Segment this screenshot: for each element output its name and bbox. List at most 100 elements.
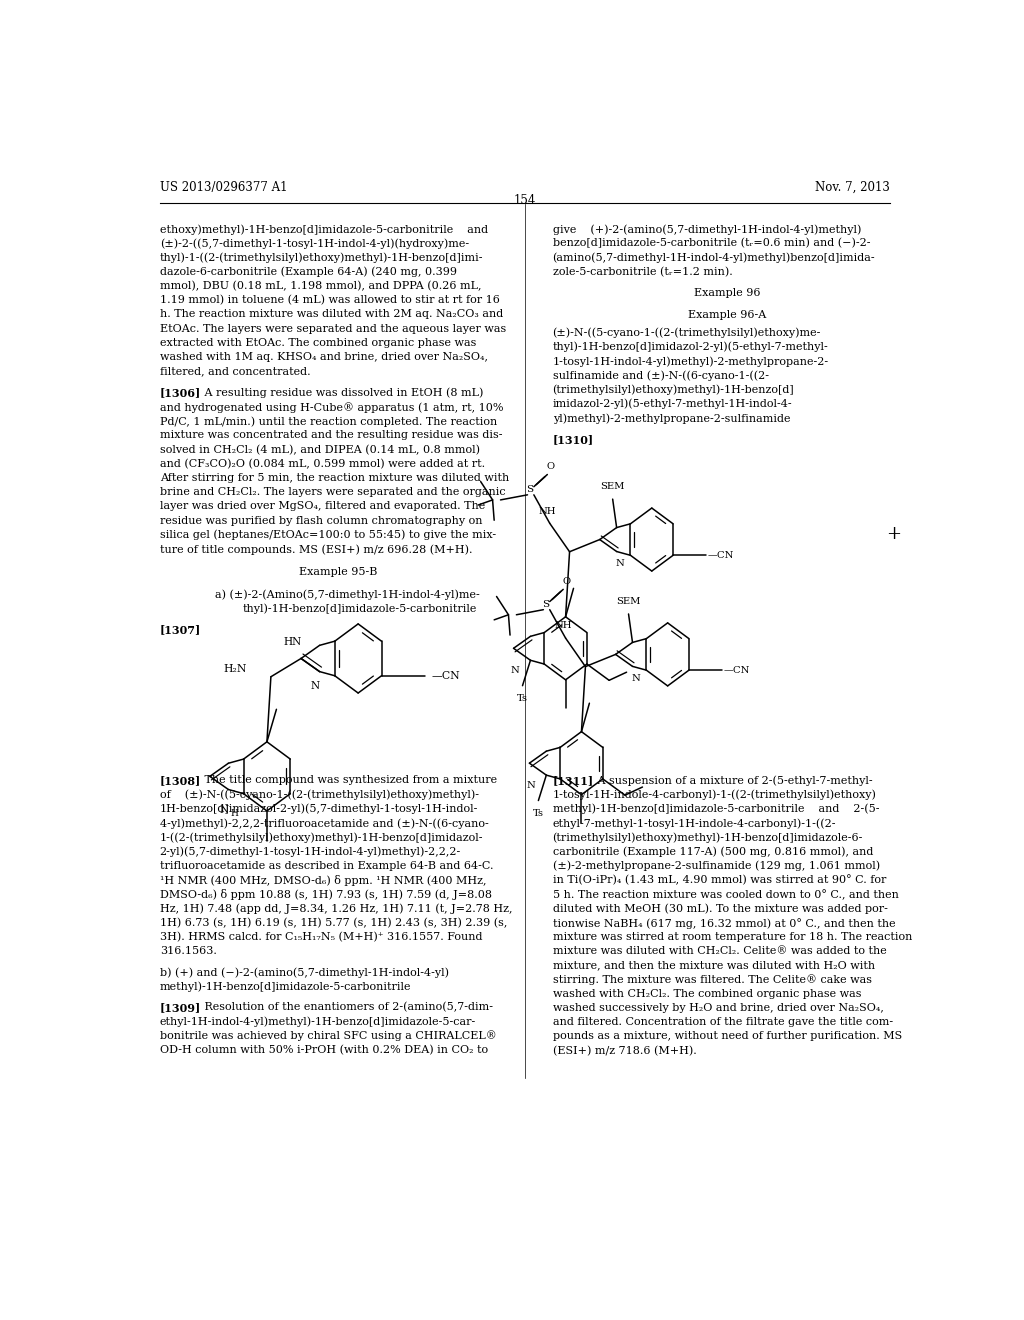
Text: S: S bbox=[542, 601, 549, 609]
Text: and hydrogenated using H-Cube® apparatus (1 atm, rt, 10%: and hydrogenated using H-Cube® apparatus… bbox=[160, 401, 503, 413]
Text: ethyl-7-methyl-1-tosyl-1H-indole-4-carbonyl)-1-((2-: ethyl-7-methyl-1-tosyl-1H-indole-4-carbo… bbox=[553, 818, 836, 829]
Text: N: N bbox=[526, 781, 536, 789]
Text: in Ti(O-iPr)₄ (1.43 mL, 4.90 mmol) was stirred at 90° C. for: in Ti(O-iPr)₄ (1.43 mL, 4.90 mmol) was s… bbox=[553, 875, 886, 886]
Text: 1-tosyl-1H-indol-4-yl)methyl)-2-methylpropane-2-: 1-tosyl-1H-indol-4-yl)methyl)-2-methylpr… bbox=[553, 356, 828, 367]
Text: H: H bbox=[230, 809, 239, 818]
Text: a) (±)-2-(Amino(5,7-dimethyl-1H-indol-4-yl)me-: a) (±)-2-(Amino(5,7-dimethyl-1H-indol-4-… bbox=[215, 589, 480, 599]
Text: washed with 1M aq. KHSO₄ and brine, dried over Na₂SO₄,: washed with 1M aq. KHSO₄ and brine, drie… bbox=[160, 352, 487, 362]
Text: H₂N: H₂N bbox=[223, 664, 247, 673]
Text: and filtered. Concentration of the filtrate gave the title com-: and filtered. Concentration of the filtr… bbox=[553, 1018, 893, 1027]
Text: Ts: Ts bbox=[517, 694, 528, 704]
Text: N: N bbox=[310, 681, 319, 690]
Text: mmol), DBU (0.18 mL, 1.198 mmol), and DPPA (0.26 mL,: mmol), DBU (0.18 mL, 1.198 mmol), and DP… bbox=[160, 281, 481, 292]
Text: sulfinamide and (±)-N-((6-cyano-1-((2-: sulfinamide and (±)-N-((6-cyano-1-((2- bbox=[553, 371, 769, 381]
Text: mixture was concentrated and the resulting residue was dis-: mixture was concentrated and the resulti… bbox=[160, 430, 502, 441]
Text: benzo[d]imidazole-5-carbonitrile (tᵣ=0.6 min) and (−)-2-: benzo[d]imidazole-5-carbonitrile (tᵣ=0.6… bbox=[553, 238, 870, 248]
Text: 154: 154 bbox=[514, 194, 536, 207]
Text: mixture, and then the mixture was diluted with H₂O with: mixture, and then the mixture was dilute… bbox=[553, 961, 874, 970]
Text: +: + bbox=[887, 525, 901, 544]
Text: 316.1563.: 316.1563. bbox=[160, 946, 217, 956]
Text: (±)-N-((5-cyano-1-((2-(trimethylsilyl)ethoxy)me-: (±)-N-((5-cyano-1-((2-(trimethylsilyl)et… bbox=[553, 327, 821, 338]
Text: (ESI+) m/z 718.6 (M+H).: (ESI+) m/z 718.6 (M+H). bbox=[553, 1045, 696, 1056]
Text: Example 96: Example 96 bbox=[694, 289, 761, 298]
Text: stirring. The mixture was filtered. The Celite® cake was: stirring. The mixture was filtered. The … bbox=[553, 974, 871, 985]
Text: N: N bbox=[632, 675, 640, 682]
Text: N: N bbox=[615, 560, 625, 568]
Text: Resolution of the enantiomers of 2-(amino(5,7-dim-: Resolution of the enantiomers of 2-(amin… bbox=[194, 1002, 493, 1012]
Text: h. The reaction mixture was diluted with 2M aq. Na₂CO₃ and: h. The reaction mixture was diluted with… bbox=[160, 309, 503, 319]
Text: tionwise NaBH₄ (617 mg, 16.32 mmol) at 0° C., and then the: tionwise NaBH₄ (617 mg, 16.32 mmol) at 0… bbox=[553, 917, 895, 928]
Text: —CN: —CN bbox=[724, 665, 751, 675]
Text: thyl)-1H-benzo[d]imidazole-5-carbonitrile: thyl)-1H-benzo[d]imidazole-5-carbonitril… bbox=[243, 603, 477, 614]
Text: silica gel (heptanes/EtOAc=100:0 to 55:45) to give the mix-: silica gel (heptanes/EtOAc=100:0 to 55:4… bbox=[160, 529, 496, 540]
Text: b) (+) and (−)-2-(amino(5,7-dimethyl-1H-indol-4-yl): b) (+) and (−)-2-(amino(5,7-dimethyl-1H-… bbox=[160, 968, 449, 978]
Text: washed with CH₂Cl₂. The combined organic phase was: washed with CH₂Cl₂. The combined organic… bbox=[553, 989, 861, 999]
Text: —CN: —CN bbox=[431, 671, 460, 681]
Text: N: N bbox=[219, 805, 228, 814]
Text: Pd/C, 1 mL/min.) until the reaction completed. The reaction: Pd/C, 1 mL/min.) until the reaction comp… bbox=[160, 416, 497, 426]
Text: thyl)-1-((2-(trimethylsilyl)ethoxy)methyl)-1H-benzo[d]imi-: thyl)-1-((2-(trimethylsilyl)ethoxy)methy… bbox=[160, 252, 483, 263]
Text: [1311]: [1311] bbox=[553, 775, 594, 787]
Text: carbonitrile (Example 117-A) (500 mg, 0.816 mmol), and: carbonitrile (Example 117-A) (500 mg, 0.… bbox=[553, 846, 872, 857]
Text: [1308]: [1308] bbox=[160, 775, 201, 787]
Text: bonitrile was achieved by chiral SFC using a CHIRALCEL®: bonitrile was achieved by chiral SFC usi… bbox=[160, 1031, 497, 1041]
Text: (±)-2-methylpropane-2-sulfinamide (129 mg, 1.061 mmol): (±)-2-methylpropane-2-sulfinamide (129 m… bbox=[553, 861, 880, 871]
Text: 1H-benzo[d]imidazol-2-yl)(5,7-dimethyl-1-tosyl-1H-indol-: 1H-benzo[d]imidazol-2-yl)(5,7-dimethyl-1… bbox=[160, 804, 478, 814]
Text: O: O bbox=[547, 462, 555, 471]
Text: ¹H NMR (400 MHz, DMSO-d₆) δ ppm. ¹H NMR (400 MHz,: ¹H NMR (400 MHz, DMSO-d₆) δ ppm. ¹H NMR … bbox=[160, 875, 486, 886]
Text: (trimethylsilyl)ethoxy)methyl)-1H-benzo[d]: (trimethylsilyl)ethoxy)methyl)-1H-benzo[… bbox=[553, 384, 795, 395]
Text: A resulting residue was dissolved in EtOH (8 mL): A resulting residue was dissolved in EtO… bbox=[194, 388, 483, 399]
Text: residue was purified by flash column chromatography on: residue was purified by flash column chr… bbox=[160, 516, 482, 525]
Text: diluted with MeOH (30 mL). To the mixture was added por-: diluted with MeOH (30 mL). To the mixtur… bbox=[553, 903, 888, 913]
Text: NH: NH bbox=[539, 507, 556, 516]
Text: 1-tosyl-1H-indole-4-carbonyl)-1-((2-(trimethylsilyl)ethoxy): 1-tosyl-1H-indole-4-carbonyl)-1-((2-(tri… bbox=[553, 789, 877, 800]
Text: Example 96-A: Example 96-A bbox=[688, 310, 766, 319]
Text: N: N bbox=[511, 667, 519, 675]
Text: brine and CH₂Cl₂. The layers were separated and the organic: brine and CH₂Cl₂. The layers were separa… bbox=[160, 487, 506, 498]
Text: (±)-2-((5,7-dimethyl-1-tosyl-1H-indol-4-yl)(hydroxy)me-: (±)-2-((5,7-dimethyl-1-tosyl-1H-indol-4-… bbox=[160, 238, 469, 248]
Text: of    (±)-N-((5-cyano-1-((2-(trimethylsilyl)ethoxy)methyl)-: of (±)-N-((5-cyano-1-((2-(trimethylsilyl… bbox=[160, 789, 479, 800]
Text: S: S bbox=[526, 486, 534, 494]
Text: 2-yl)(5,7-dimethyl-1-tosyl-1H-indol-4-yl)methyl)-2,2,2-: 2-yl)(5,7-dimethyl-1-tosyl-1H-indol-4-yl… bbox=[160, 846, 461, 857]
Text: ethyl-1H-indol-4-yl)methyl)-1H-benzo[d]imidazole-5-car-: ethyl-1H-indol-4-yl)methyl)-1H-benzo[d]i… bbox=[160, 1016, 476, 1027]
Text: imidazol-2-yl)(5-ethyl-7-methyl-1H-indol-4-: imidazol-2-yl)(5-ethyl-7-methyl-1H-indol… bbox=[553, 399, 793, 409]
Text: methyl)-1H-benzo[d]imidazole-5-carbonitrile    and    2-(5-: methyl)-1H-benzo[d]imidazole-5-carbonitr… bbox=[553, 804, 879, 814]
Text: O: O bbox=[562, 577, 570, 586]
Text: (amino(5,7-dimethyl-1H-indol-4-yl)methyl)benzo[d]imida-: (amino(5,7-dimethyl-1H-indol-4-yl)methyl… bbox=[553, 252, 876, 263]
Text: ethoxy)methyl)-1H-benzo[d]imidazole-5-carbonitrile    and: ethoxy)methyl)-1H-benzo[d]imidazole-5-ca… bbox=[160, 224, 487, 235]
Text: SEM: SEM bbox=[616, 597, 641, 606]
Text: [1310]: [1310] bbox=[553, 434, 594, 445]
Text: SEM: SEM bbox=[600, 482, 625, 491]
Text: washed successively by H₂O and brine, dried over Na₂SO₄,: washed successively by H₂O and brine, dr… bbox=[553, 1003, 884, 1012]
Text: thyl)-1H-benzo[d]imidazol-2-yl)(5-ethyl-7-methyl-: thyl)-1H-benzo[d]imidazol-2-yl)(5-ethyl-… bbox=[553, 342, 828, 352]
Text: layer was dried over MgSO₄, filtered and evaporated. The: layer was dried over MgSO₄, filtered and… bbox=[160, 502, 485, 511]
Text: (trimethylsilyl)ethoxy)methyl)-1H-benzo[d]imidazole-6-: (trimethylsilyl)ethoxy)methyl)-1H-benzo[… bbox=[553, 833, 863, 843]
Text: OD-H column with 50% i-PrOH (with 0.2% DEA) in CO₂ to: OD-H column with 50% i-PrOH (with 0.2% D… bbox=[160, 1044, 487, 1055]
Text: After stirring for 5 min, the reaction mixture was diluted with: After stirring for 5 min, the reaction m… bbox=[160, 473, 509, 483]
Text: [1307]: [1307] bbox=[160, 624, 201, 635]
Text: 5 h. The reaction mixture was cooled down to 0° C., and then: 5 h. The reaction mixture was cooled dow… bbox=[553, 890, 898, 900]
Text: US 2013/0296377 A1: US 2013/0296377 A1 bbox=[160, 181, 288, 194]
Text: ture of title compounds. MS (ESI+) m/z 696.28 (M+H).: ture of title compounds. MS (ESI+) m/z 6… bbox=[160, 544, 472, 554]
Text: 4-yl)methyl)-2,2,2-trifluoroacetamide and (±)-N-((6-cyano-: 4-yl)methyl)-2,2,2-trifluoroacetamide an… bbox=[160, 818, 488, 829]
Text: DMSO-d₆) δ ppm 10.88 (s, 1H) 7.93 (s, 1H) 7.59 (d, J=8.08: DMSO-d₆) δ ppm 10.88 (s, 1H) 7.93 (s, 1H… bbox=[160, 890, 492, 900]
Text: [1309]: [1309] bbox=[160, 1002, 201, 1012]
Text: EtOAc. The layers were separated and the aqueous layer was: EtOAc. The layers were separated and the… bbox=[160, 323, 506, 334]
Text: methyl)-1H-benzo[d]imidazole-5-carbonitrile: methyl)-1H-benzo[d]imidazole-5-carbonitr… bbox=[160, 982, 412, 993]
Text: 1.19 mmol) in toluene (4 mL) was allowed to stir at rt for 16: 1.19 mmol) in toluene (4 mL) was allowed… bbox=[160, 296, 500, 305]
Text: NH: NH bbox=[554, 622, 572, 631]
Text: filtered, and concentrated.: filtered, and concentrated. bbox=[160, 366, 310, 376]
Text: mixture was diluted with CH₂Cl₂. Celite® was added to the: mixture was diluted with CH₂Cl₂. Celite®… bbox=[553, 946, 887, 956]
Text: yl)methyl)-2-methylpropane-2-sulfinamide: yl)methyl)-2-methylpropane-2-sulfinamide bbox=[553, 413, 791, 424]
Text: Example 95-B: Example 95-B bbox=[299, 568, 378, 577]
Text: 1H) 6.73 (s, 1H) 6.19 (s, 1H) 5.77 (s, 1H) 2.43 (s, 3H) 2.39 (s,: 1H) 6.73 (s, 1H) 6.19 (s, 1H) 5.77 (s, 1… bbox=[160, 917, 507, 928]
Text: pounds as a mixture, without need of further purification. MS: pounds as a mixture, without need of fur… bbox=[553, 1031, 902, 1041]
Text: dazole-6-carbonitrile (Example 64-A) (240 mg, 0.399: dazole-6-carbonitrile (Example 64-A) (24… bbox=[160, 267, 457, 277]
Text: 1-((2-(trimethylsilyl)ethoxy)methyl)-1H-benzo[d]imidazol-: 1-((2-(trimethylsilyl)ethoxy)methyl)-1H-… bbox=[160, 833, 483, 843]
Text: extracted with EtOAc. The combined organic phase was: extracted with EtOAc. The combined organ… bbox=[160, 338, 476, 347]
Text: and (CF₃CO)₂O (0.084 mL, 0.599 mmol) were added at rt.: and (CF₃CO)₂O (0.084 mL, 0.599 mmol) wer… bbox=[160, 459, 485, 469]
Text: give    (+)-2-(amino(5,7-dimethyl-1H-indol-4-yl)methyl): give (+)-2-(amino(5,7-dimethyl-1H-indol-… bbox=[553, 224, 861, 235]
Text: Nov. 7, 2013: Nov. 7, 2013 bbox=[815, 181, 890, 194]
Text: The title compound was synthesized from a mixture: The title compound was synthesized from … bbox=[194, 775, 498, 785]
Text: HN: HN bbox=[283, 638, 301, 647]
